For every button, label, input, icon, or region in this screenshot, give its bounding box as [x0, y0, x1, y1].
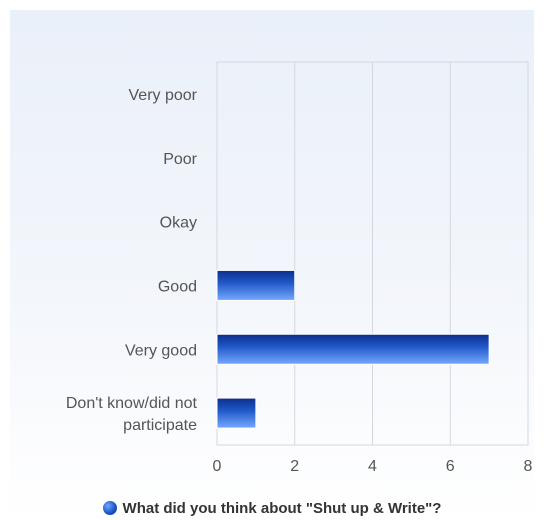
category-label: Poor: [163, 151, 197, 168]
category-label: Very good: [125, 342, 197, 359]
x-tick-label: 0: [213, 458, 222, 475]
bar-layer: [216, 269, 490, 429]
x-tick-label: 4: [368, 458, 377, 475]
category-labels: Very poor Poor Okay Good Very good Don't know…: [66, 87, 198, 434]
category-label: Good: [158, 278, 197, 295]
x-tick-label: 6: [446, 458, 455, 475]
x-tick-label: 8: [524, 458, 533, 475]
category-label: Don't know/did not participate: [66, 395, 198, 434]
legend-marker-icon: [102, 501, 117, 515]
category-label: Very poor: [129, 87, 198, 104]
legend[interactable]: What did you think about "Shut up & Writ…: [0, 496, 544, 520]
legend-label: What did you think about "Shut up & Writ…: [122, 499, 442, 517]
x-axis-ticks: 0 2 4 6 8: [213, 458, 533, 475]
chart-background: [10, 10, 534, 520]
bar[interactable]: [216, 333, 490, 365]
bar[interactable]: [216, 269, 296, 301]
category-label: Okay: [160, 215, 197, 232]
grid-layer: [216, 61, 529, 446]
bar[interactable]: [216, 397, 257, 429]
bar-chart: Very poor Poor Okay Good Very good Don't know…: [66, 61, 533, 475]
x-tick-label: 2: [290, 458, 299, 475]
